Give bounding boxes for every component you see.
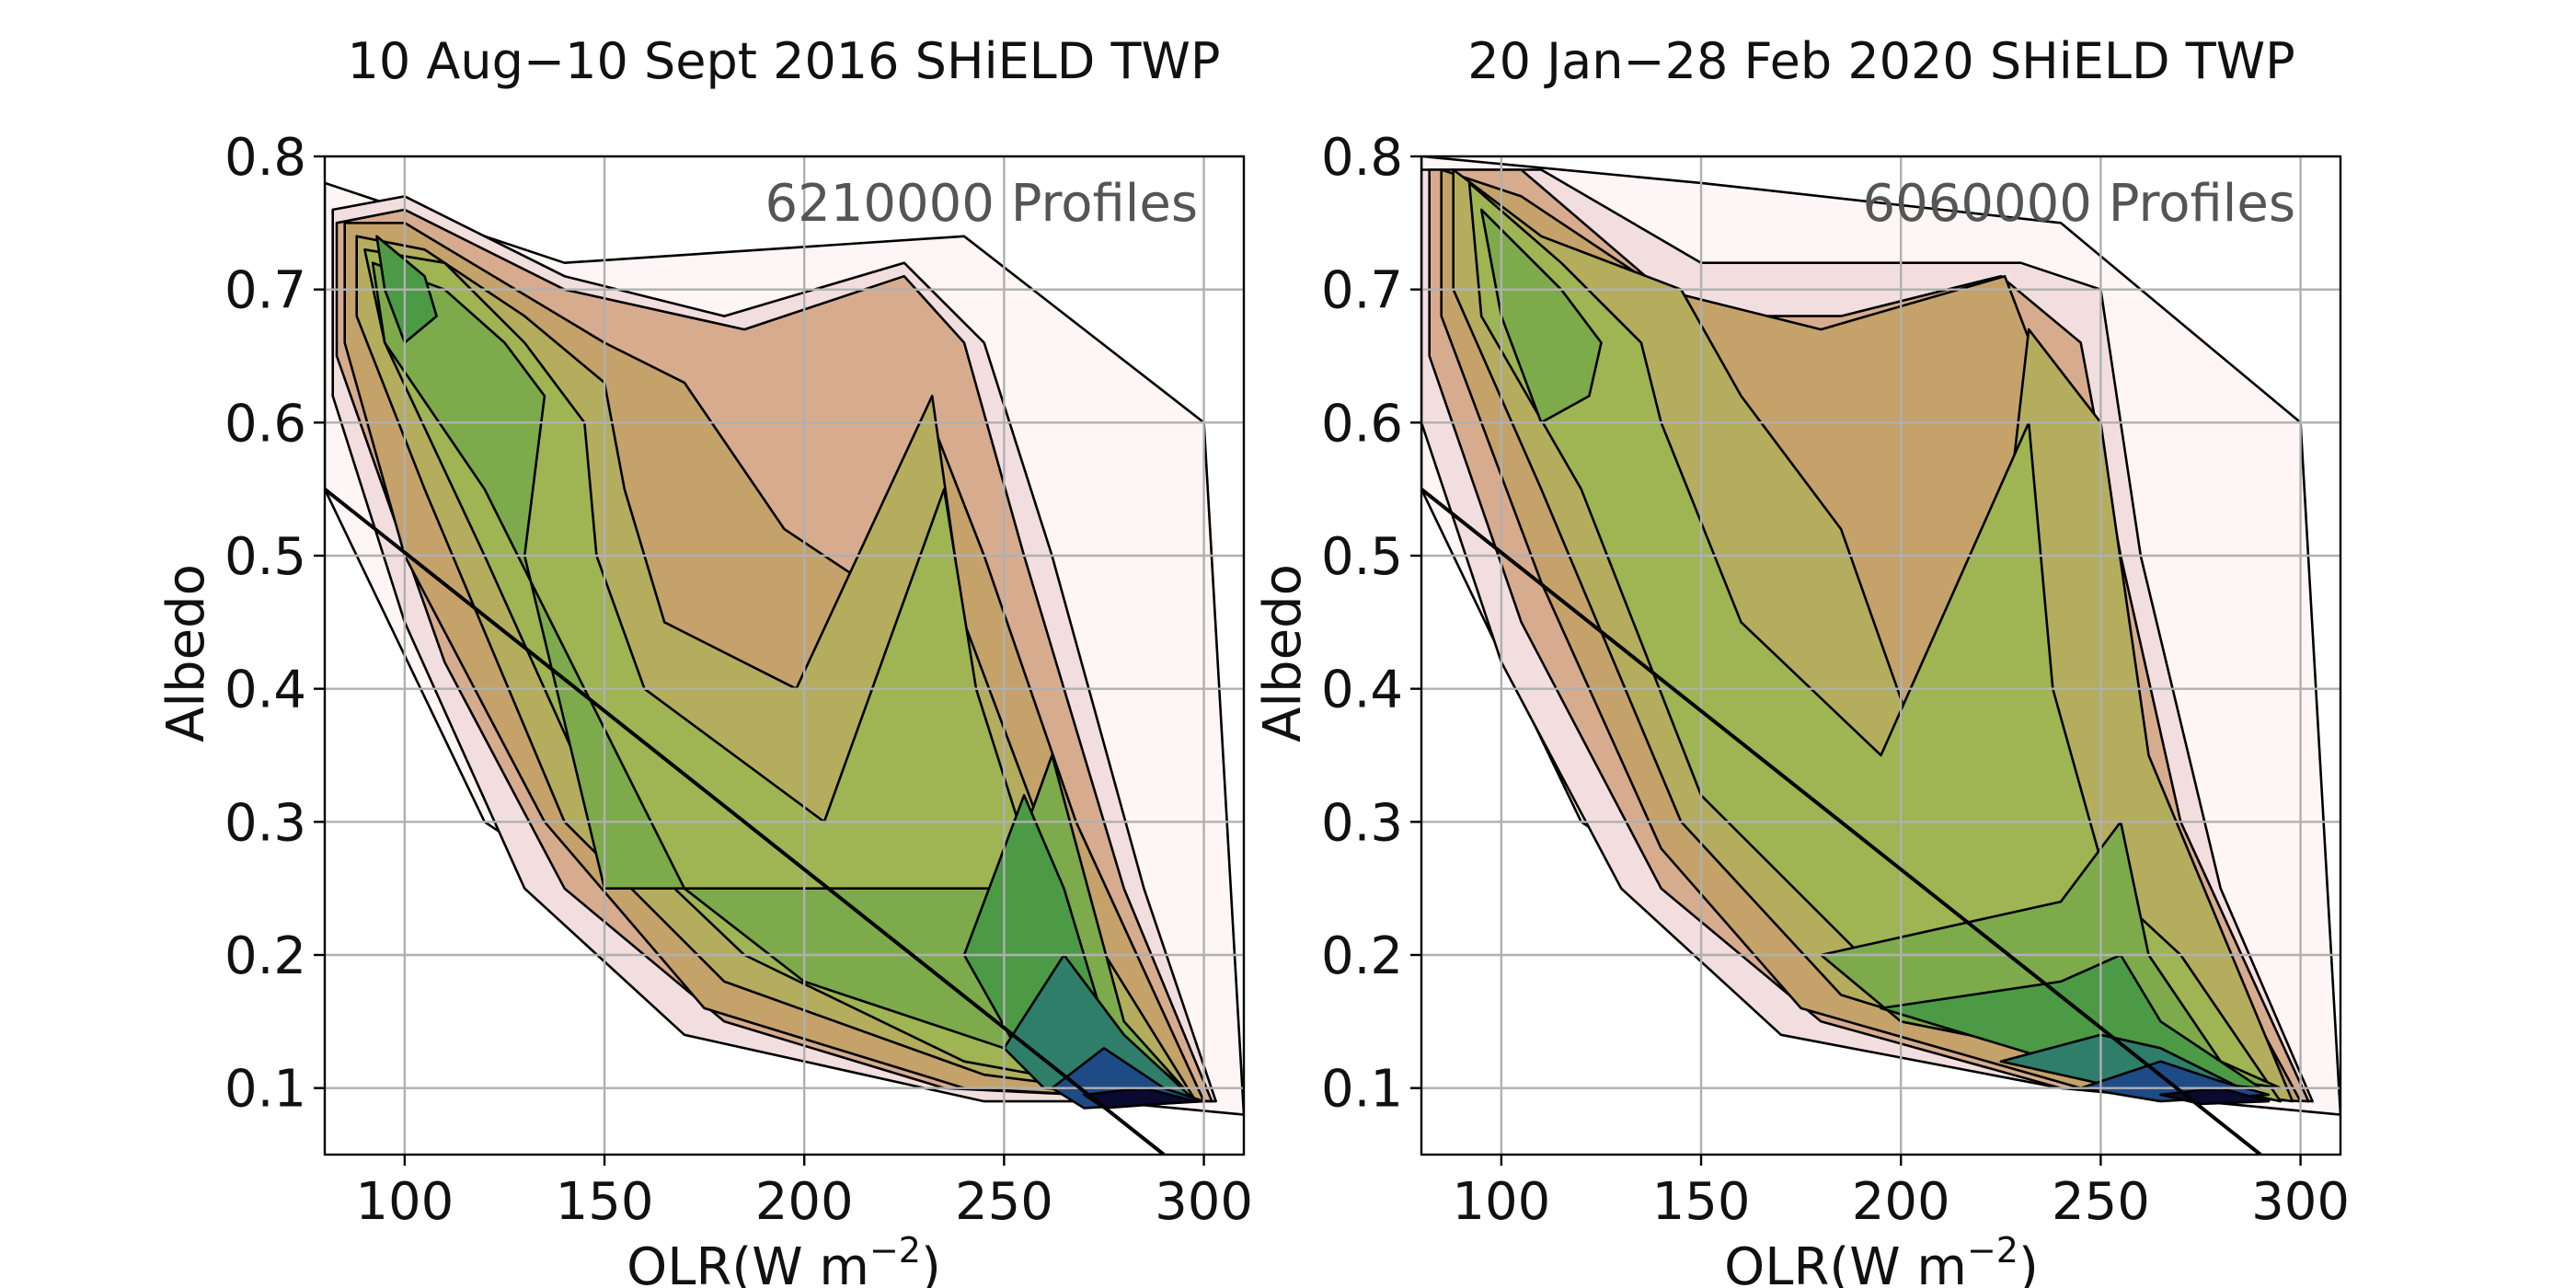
y-tick-label: 0.2: [1321, 926, 1403, 986]
y-tick-label: 0.6: [224, 394, 306, 454]
chart-title: 20 Jan−28 Feb 2020 SHiELD TWP: [1467, 32, 2294, 90]
axis-ticks: 100 150 200 250 300 0.1 0.2 0.3 0.4 0.5 0.6 0.7 0.8: [1321, 128, 2350, 1232]
x-tick-label: 200: [755, 1172, 854, 1232]
x-axis-label-close: ): [2018, 1237, 2039, 1288]
contour-level-11: [2159, 1087, 2271, 1106]
y-tick-label: 0.5: [224, 527, 306, 587]
right-chart-panel: 20 Jan−28 Feb 2020 SHiELD TWP 100 150 200 2…: [1253, 32, 2350, 1288]
contour-layer: [1421, 156, 2340, 1116]
plot-frame: [323, 155, 1246, 1156]
axis-ticks: 100 150 200 250 300 0.1 0.2 0.3 0.4 0.5 0.6 0.7 0.8: [224, 128, 1253, 1232]
y-tick-label: 0.7: [1321, 261, 1403, 321]
y-tick-label: 0.7: [224, 261, 306, 321]
profile-count-annotation: 6210000 Profiles: [765, 174, 1198, 234]
threshold-line: [1421, 488, 2262, 1155]
x-tick-label: 250: [955, 1172, 1053, 1232]
y-tick-label: 0.2: [224, 926, 306, 986]
x-tick-label: 150: [556, 1172, 654, 1232]
y-tick-label: 0.1: [1321, 1060, 1403, 1120]
x-axis-label-text: OLR(W m: [627, 1237, 869, 1288]
y-tick-label: 0.5: [1321, 527, 1403, 587]
plot-area: 100 150 200 250 300 0.1 0.2 0.3 0.4 0.5 0.6 0.7 0.8: [1321, 128, 2350, 1232]
x-axis-label: OLR(W m−2): [1724, 1230, 2039, 1288]
profile-count-annotation: 6060000 Profiles: [1862, 174, 2295, 234]
y-tick-label: 0.3: [1321, 793, 1403, 853]
y-tick-label: 0.4: [224, 661, 306, 720]
x-tick-label: 100: [355, 1172, 454, 1232]
plot-frame: [1420, 155, 2342, 1156]
y-tick-label: 0.1: [224, 1060, 306, 1120]
y-tick-label: 0.4: [1321, 661, 1403, 720]
y-axis-label: Albedo: [1253, 564, 1313, 742]
x-axis-label: OLR(W m−2): [627, 1230, 941, 1288]
x-axis-label-close: ): [921, 1237, 941, 1288]
chart-title: 10 Aug−10 Sept 2016 SHiELD TWP: [348, 32, 1221, 90]
y-tick-label: 0.8: [224, 128, 306, 188]
grid-lines: [1421, 155, 2340, 1155]
y-axis-label: Albedo: [156, 564, 216, 742]
y-tick-label: 0.8: [1321, 128, 1403, 188]
x-axis-label-exponent: −2: [1967, 1230, 2018, 1271]
y-tick-label: 0.3: [224, 793, 306, 853]
x-tick-label: 300: [1155, 1172, 1253, 1232]
x-tick-label: 150: [1652, 1172, 1751, 1232]
x-axis-label-exponent: −2: [869, 1230, 921, 1271]
x-tick-label: 300: [2251, 1172, 2350, 1232]
x-tick-label: 100: [1452, 1172, 1550, 1232]
plot-area: 100 150 200 250 300 0.1 0.2 0.3 0.4 0.5 0.6 0.7 0.8: [224, 128, 1253, 1232]
threshold-line: [325, 488, 1166, 1155]
x-axis-label-text: OLR(W m: [1724, 1237, 1967, 1288]
y-tick-label: 0.6: [1321, 394, 1403, 454]
x-tick-label: 250: [2052, 1172, 2150, 1232]
left-chart-panel: 10 Aug−10 Sept 2016 SHiELD TWP 100 150 200…: [156, 32, 1253, 1288]
x-tick-label: 200: [1852, 1172, 1950, 1232]
